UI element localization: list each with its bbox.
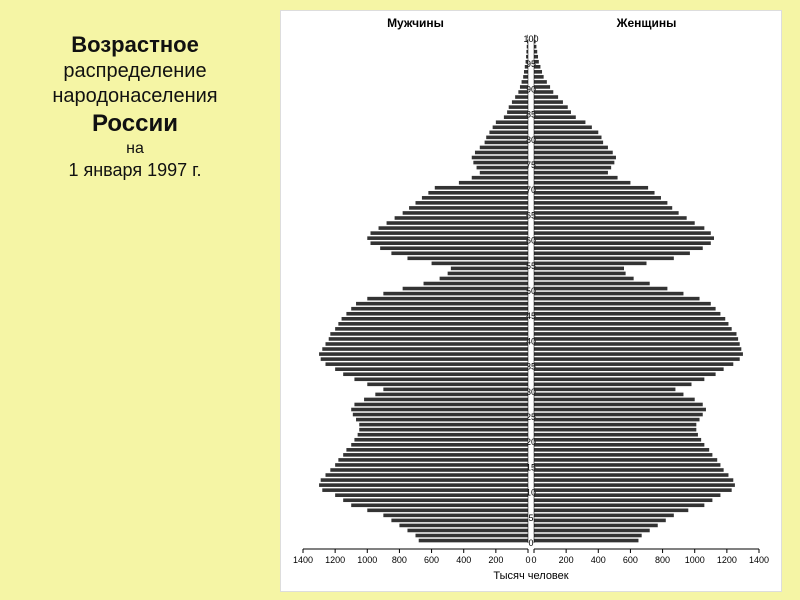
title-line-3: народонаселения (0, 85, 270, 108)
svg-text:400: 400 (591, 555, 606, 565)
svg-text:1400: 1400 (749, 555, 769, 565)
svg-text:0: 0 (531, 555, 536, 565)
svg-text:1200: 1200 (717, 555, 737, 565)
svg-text:600: 600 (623, 555, 638, 565)
svg-text:Мужчины: Мужчины (387, 16, 444, 30)
svg-text:800: 800 (392, 555, 407, 565)
svg-text:Тысяч человек: Тысяч человек (493, 570, 568, 582)
svg-text:800: 800 (655, 555, 670, 565)
svg-text:1000: 1000 (357, 555, 377, 565)
svg-text:1200: 1200 (325, 555, 345, 565)
population-pyramid-chart: МужчиныЖенщины05101520253035404550556065… (280, 10, 782, 592)
svg-text:200: 200 (559, 555, 574, 565)
title-line-1: Возрастное (0, 32, 270, 58)
title-line-4: России (0, 110, 270, 138)
svg-text:100: 100 (523, 34, 538, 44)
chart-svg: МужчиныЖенщины05101520253035404550556065… (281, 11, 781, 589)
title-line-5: на (0, 140, 270, 158)
svg-text:0: 0 (528, 538, 533, 548)
svg-text:1000: 1000 (685, 555, 705, 565)
svg-text:0: 0 (525, 555, 530, 565)
title-line-2: распределение (0, 60, 270, 83)
svg-text:400: 400 (456, 555, 471, 565)
svg-text:1400: 1400 (293, 555, 313, 565)
svg-text:5: 5 (528, 513, 533, 523)
svg-text:600: 600 (424, 555, 439, 565)
svg-text:Женщины: Женщины (616, 16, 677, 30)
title-line-6: 1 января 1997 г. (0, 160, 270, 181)
title-block: Возрастное распределение народонаселения… (0, 30, 270, 183)
svg-text:200: 200 (488, 555, 503, 565)
